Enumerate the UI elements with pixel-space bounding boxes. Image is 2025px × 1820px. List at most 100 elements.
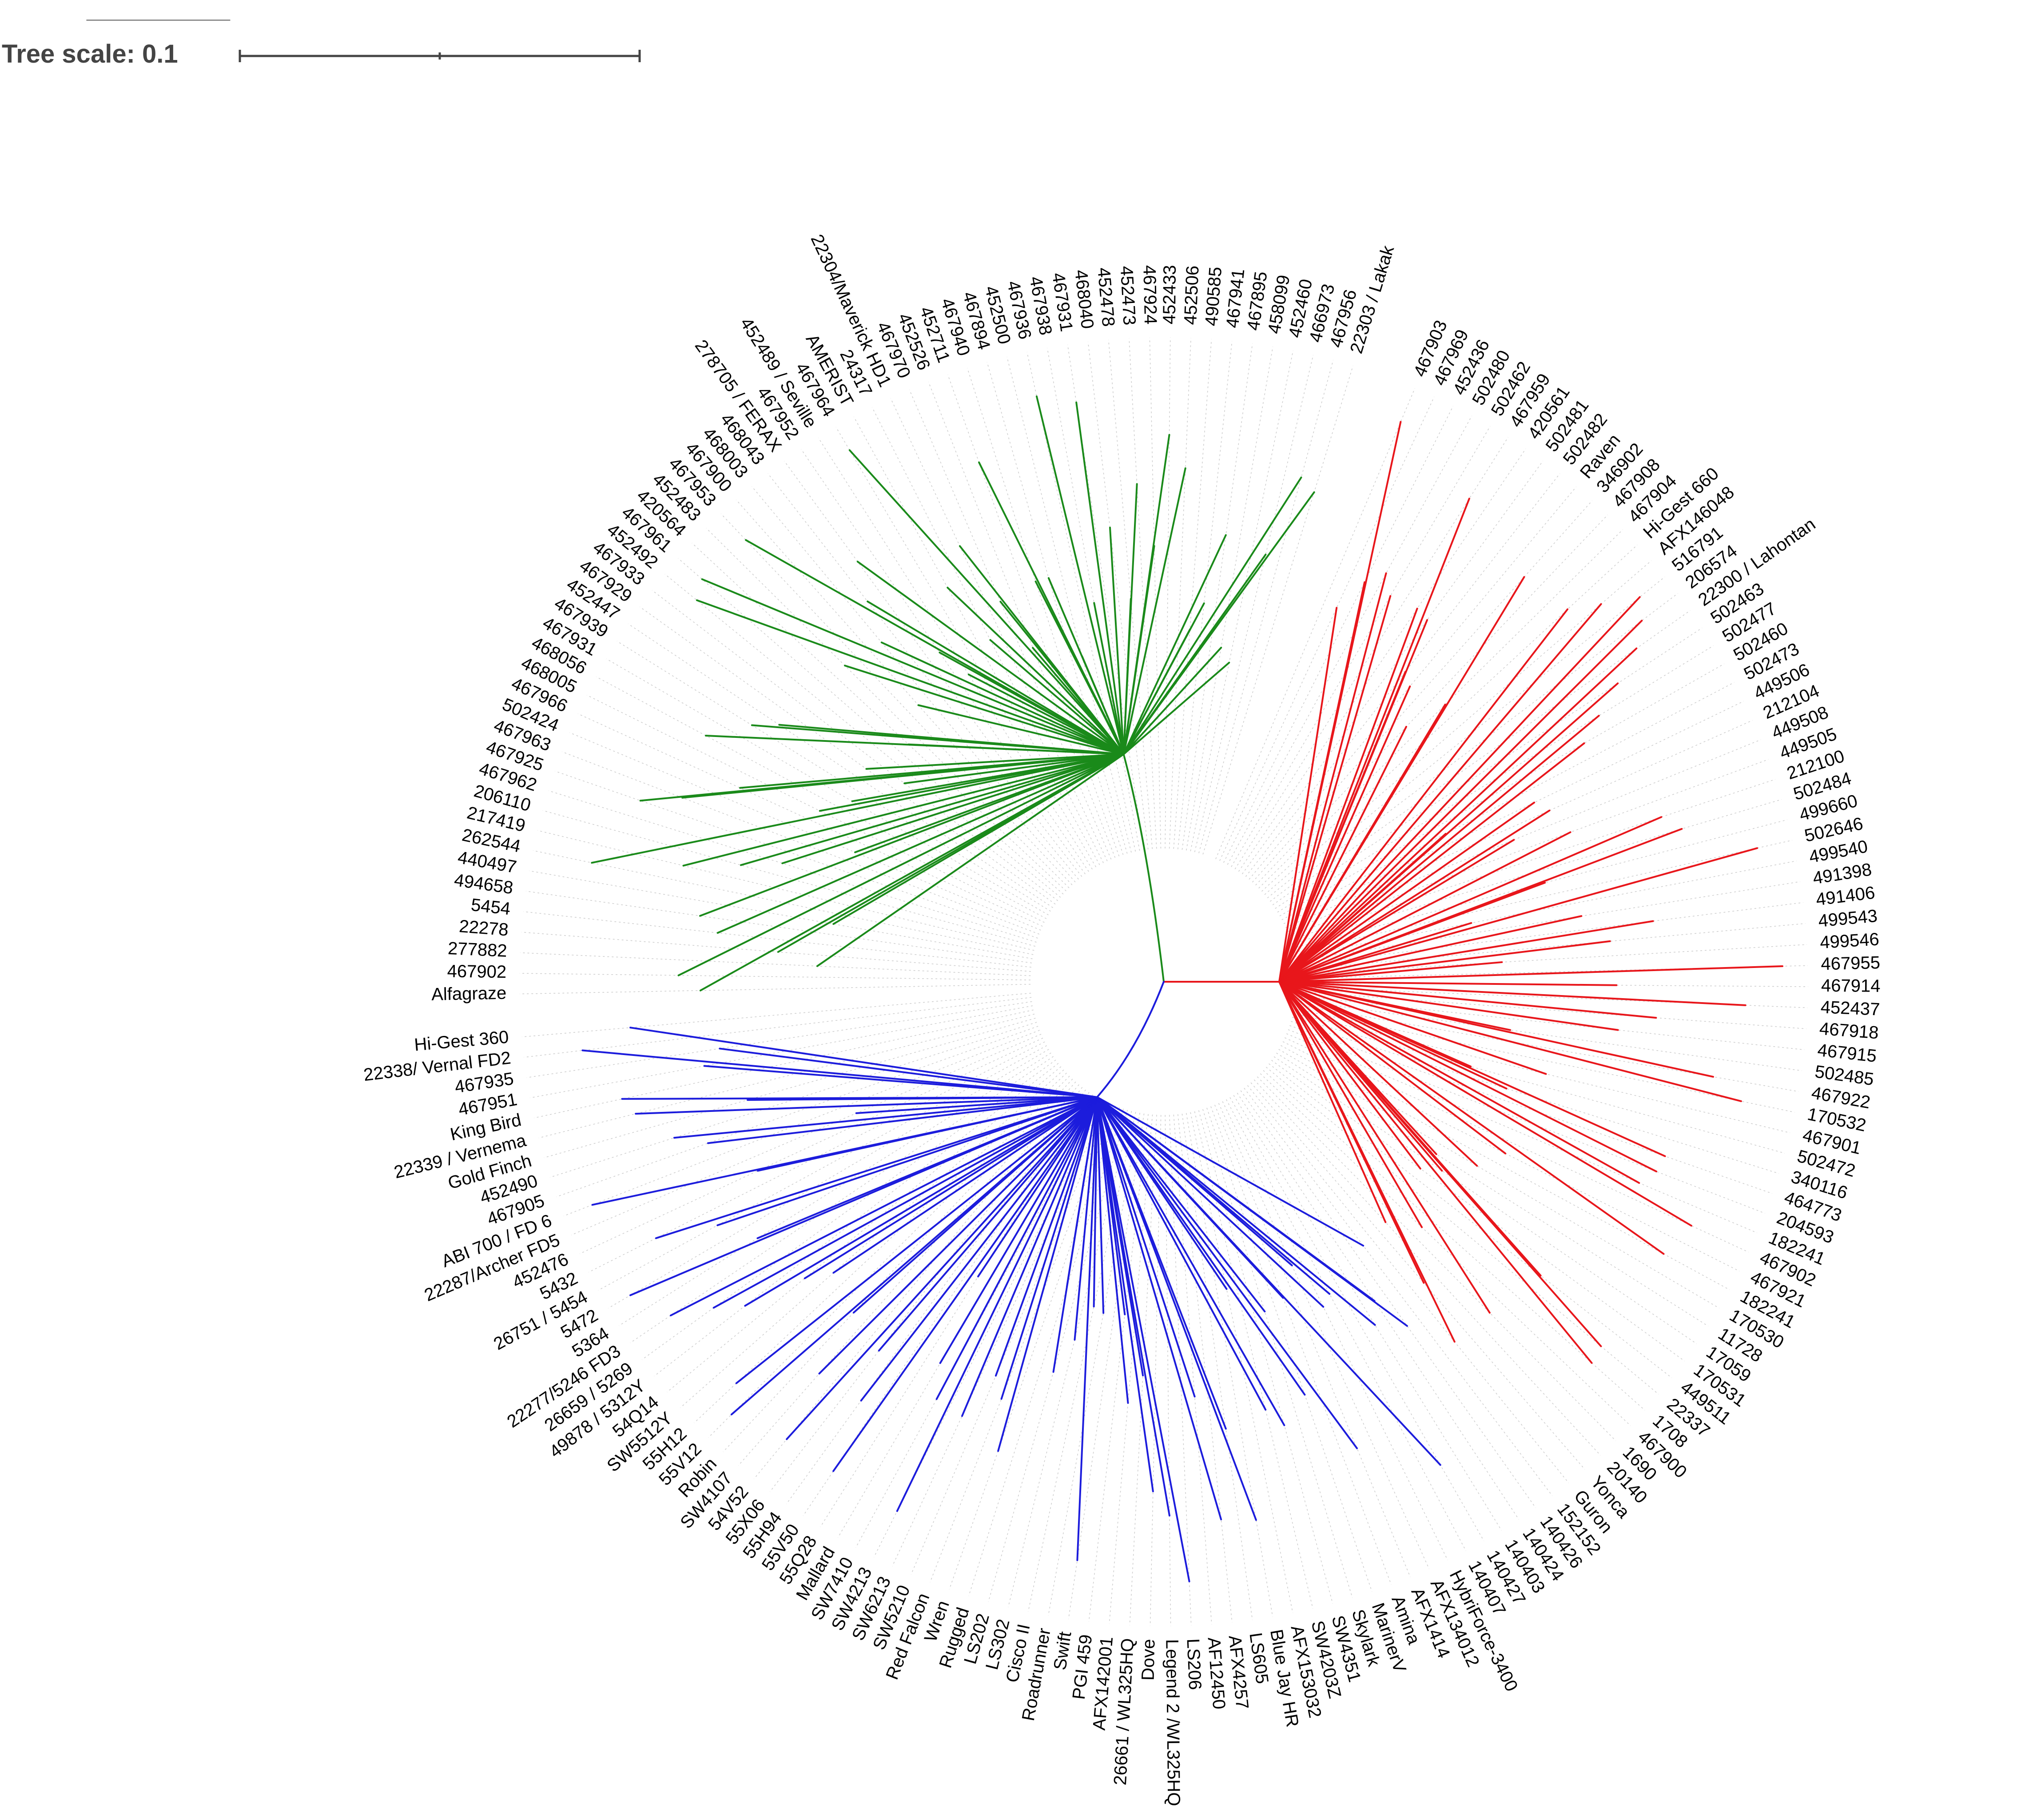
red-leaf-branch [1278, 981, 1657, 1173]
leaf-guide-line [1233, 1095, 1502, 1531]
red-leaf-branch [1278, 742, 1585, 983]
leaf-guide-line [1169, 1115, 1192, 1626]
blue-leaf-branch [635, 1096, 1098, 1115]
blue-leaf-branch [1096, 1096, 1228, 1290]
leaf-guide-line [1241, 461, 1544, 874]
leaf-guide-line [1290, 779, 1776, 940]
leaf-guide-line [678, 558, 1064, 895]
leaf-label: Legend 2 /WL325HQ [1162, 1639, 1183, 1806]
blue-leaf-branch [1096, 1096, 1196, 1398]
leaf-guide-line [1250, 1082, 1585, 1470]
blue-leaf-branch [995, 1096, 1098, 1377]
leaf-guide-line [692, 542, 1066, 892]
green-leaf-branch [1032, 647, 1125, 755]
blue-leaf-branch [712, 1096, 1098, 1309]
leaf-guide-line [523, 911, 1031, 968]
leaf-guide-line [1182, 1114, 1253, 1620]
leaf-guide-line [1194, 1111, 1313, 1609]
leaf-guide-line [1296, 1000, 1802, 1071]
leaf-guide-line [1289, 1025, 1773, 1194]
leaf-guide-line [1108, 339, 1153, 849]
leaf-guide-line [1202, 366, 1353, 855]
blue-leaf-branch [896, 1096, 1098, 1512]
scale-label: Tree scale: 0.1 [2, 40, 178, 68]
blue-leaf-branch [591, 1096, 1098, 1206]
blue-leaf-branch [673, 1096, 1098, 1139]
leaf-guide-line [525, 891, 1032, 964]
green-leaf-branch [1122, 646, 1222, 755]
green-leaf-branch [739, 753, 1125, 789]
leaf-guide-line [1288, 1029, 1765, 1214]
green-leaf-branch [1122, 491, 1315, 755]
leaf-label: 452433 [1160, 265, 1180, 324]
leaf-guide-line [1214, 1104, 1411, 1577]
leaf-guide-line [1296, 923, 1806, 970]
leaf-label: 467924 [1139, 265, 1160, 324]
leaf-guide-line [1297, 991, 1806, 1029]
leaf-label: 452437 [1820, 997, 1880, 1019]
red-leaf-branch [1278, 981, 1692, 1227]
leaf-guide-line [544, 1018, 1036, 1158]
leaf-guide-line [1272, 610, 1691, 905]
blue-leaf-branch [730, 1096, 1098, 1416]
red-leaf-branch [1278, 608, 1569, 983]
blue-leaf-branch [1096, 1096, 1358, 1450]
leaf-guide-line [1198, 1110, 1333, 1604]
leaf-guide-line [569, 732, 1041, 931]
leaf-label: 5454 [470, 895, 511, 919]
leaf-guide-line [1165, 337, 1171, 849]
leaf-guide-line [1240, 1090, 1536, 1508]
leaf-guide-line [521, 932, 1031, 972]
red-leaf-branch [1278, 981, 1747, 1006]
red-leaf-branch [1278, 831, 1571, 983]
leaf-guide-line [617, 641, 1051, 912]
leaf-guide-line [706, 528, 1070, 888]
leaf-guide-line [1048, 1113, 1140, 1616]
blue-leaf-branch [1096, 1096, 1267, 1411]
leaf-guide-line [1210, 1106, 1392, 1585]
green-leaf-branch [1122, 476, 1302, 755]
leaf-guide-line [947, 374, 1120, 856]
green-leaf-branch [682, 753, 1125, 867]
red-leaf-branch [1278, 671, 1406, 983]
red-leaf-branch [1278, 981, 1640, 1184]
red-leaf-branch [1278, 981, 1387, 1223]
leaf-guide-line [1265, 1067, 1659, 1395]
leaf-guide-line [1190, 1112, 1293, 1613]
blue-leaf-branch [832, 1096, 1098, 1472]
leaf-guide-line [1297, 965, 1808, 979]
leaf-label: 499546 [1819, 929, 1880, 952]
leaf-label: 452473 [1117, 266, 1139, 326]
blue-leaf-branch [719, 1047, 1098, 1098]
blue-leaf-branch [860, 1096, 1098, 1402]
leaf-guide-line [654, 1063, 1059, 1377]
leaf-guide-line [1293, 1012, 1790, 1133]
red-leaf-branch [1278, 922, 1472, 983]
leaf-guide-line [628, 623, 1053, 908]
leaf-guide-line [1253, 1079, 1601, 1456]
leaf-label: Dove [1138, 1639, 1158, 1681]
blue-leaf-branch [1096, 1096, 1325, 1308]
tree-branches [581, 395, 1783, 1582]
leaf-guide-line [1222, 1101, 1448, 1561]
red-leaf-branch [1278, 498, 1470, 983]
leaf-guide-line [1229, 1097, 1484, 1541]
red-leaf-branch [1278, 965, 1783, 983]
blue-leaf-branch [1096, 1096, 1144, 1377]
leaf-guide-line [596, 676, 1047, 919]
leaf-guide-line [571, 1034, 1042, 1235]
red-leaf-branch [1278, 981, 1666, 1157]
green-leaf-branch [1081, 655, 1125, 755]
leaf-label: 277882 [447, 939, 507, 961]
leaf-guide-line [1150, 1115, 1162, 1626]
green-leaf-branch [716, 753, 1125, 934]
red-leaf-branch [1278, 581, 1366, 983]
blue-leaf-branch [1096, 1096, 1227, 1430]
leaf-guide-line [1234, 437, 1508, 869]
leaf-guide-line [1293, 819, 1787, 949]
leaf-guide-line [1286, 1033, 1758, 1233]
leaf-label: Swift [1050, 1630, 1075, 1671]
leaf-guide-line [1238, 448, 1526, 872]
red-leaf-branch [1278, 847, 1758, 983]
